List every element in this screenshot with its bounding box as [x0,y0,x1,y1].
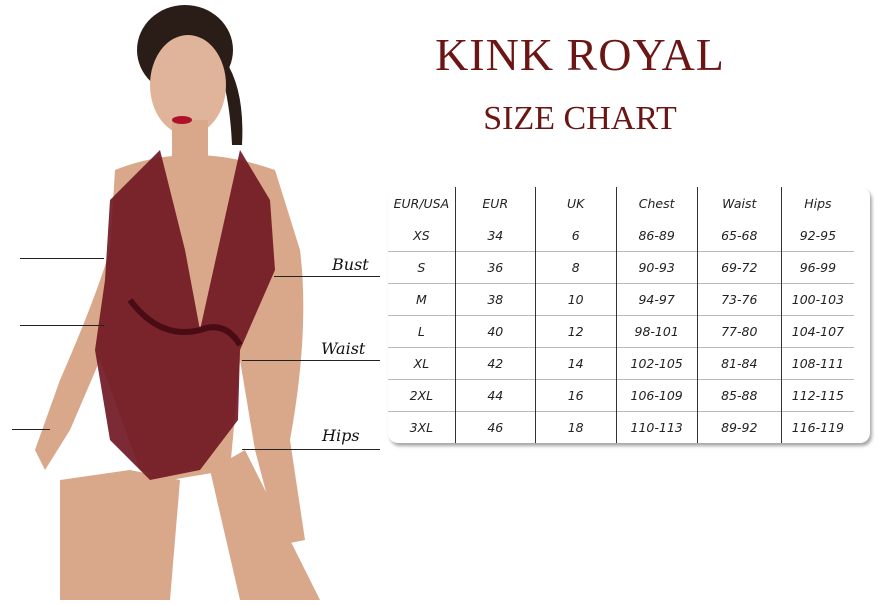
table-cell: 77-80 [696,315,782,348]
table-cell: 116-119 [780,411,854,443]
table-cell: 86-89 [615,220,698,252]
table-cell: 92-95 [780,220,854,252]
table-cell: 36 [454,251,536,284]
table-cell: XS [413,228,430,243]
table-cell: 12 [534,315,617,348]
size-chart-title: SIZE CHART [483,100,677,137]
table-cell: 112-115 [780,379,854,412]
table-cell: 3XL [409,420,434,435]
waist-right-line [242,360,380,361]
bust-left-line [20,258,104,259]
table-cell: M [415,292,427,307]
brand-title: KINK ROYAL [435,29,725,80]
table-row: XL 42 14 102-105 81-84 108-111 [388,347,854,380]
table-header-row: EUR/USA EUR UK Chest Waist Hips [388,187,854,220]
column-header: UK [534,187,617,220]
table-cell: 85-88 [696,379,782,412]
bust-label: Bust [332,255,369,274]
table-cell: 104-107 [780,315,854,348]
table-cell: S [417,260,426,275]
table-row: 3XL 46 18 110-113 89-92 116-119 [388,411,854,443]
size-table-card: EUR/USA EUR UK Chest Waist Hips XS 34 6 86-89 65-… [388,187,870,443]
table-cell: 102-105 [615,347,698,380]
table-cell: L [417,324,425,339]
table-row: M 38 10 94-97 73-76 100-103 [388,283,854,316]
table-cell: 42 [454,347,536,380]
table-cell: 98-101 [615,315,698,348]
table-cell: 10 [534,283,617,316]
table-cell: 100-103 [780,283,854,316]
table-cell: 38 [454,283,536,316]
table-cell: 106-109 [615,379,698,412]
table-cell: 108-111 [780,347,854,380]
hips-label: Hips [322,426,360,445]
table-cell: 90-93 [615,251,698,284]
table-row: S 36 8 90-93 69-72 96-99 [388,251,854,284]
table-cell: 34 [454,220,536,252]
table-cell: 94-97 [615,283,698,316]
table-cell: 2XL [409,388,434,403]
table-cell: 18 [534,411,617,443]
table-cell: 96-99 [780,251,854,284]
model-photo [35,5,320,600]
table-cell: 14 [534,347,617,380]
table-cell: 65-68 [696,220,782,252]
table-row: L 40 12 98-101 77-80 104-107 [388,315,854,348]
table-cell: 81-84 [696,347,782,380]
column-header: Chest [615,187,698,220]
size-table: EUR/USA EUR UK Chest Waist Hips XS 34 6 86-89 65-… [388,187,854,443]
table-cell: 40 [454,315,536,348]
table-cell: 89-92 [696,411,782,443]
table-cell: 110-113 [615,411,698,443]
bust-right-line [274,276,380,277]
waist-left-line [20,325,104,326]
column-header: Hips [780,187,854,220]
table-cell: 6 [534,220,617,252]
table-cell: 16 [534,379,617,412]
table-cell: 46 [454,411,536,443]
column-header: EUR/USA [393,196,450,211]
waist-label: Waist [321,339,366,358]
table-cell: XL [413,356,430,371]
table-cell: 44 [454,379,536,412]
hips-left-line [12,429,50,430]
table-cell: 69-72 [696,251,782,284]
table-row: XS 34 6 86-89 65-68 92-95 [388,220,854,252]
column-header: Waist [696,187,782,220]
table-cell: 8 [534,251,617,284]
column-header: EUR [454,187,536,220]
table-row: 2XL 44 16 106-109 85-88 112-115 [388,379,854,412]
table-cell: 73-76 [696,283,782,316]
hips-right-line [242,449,380,450]
